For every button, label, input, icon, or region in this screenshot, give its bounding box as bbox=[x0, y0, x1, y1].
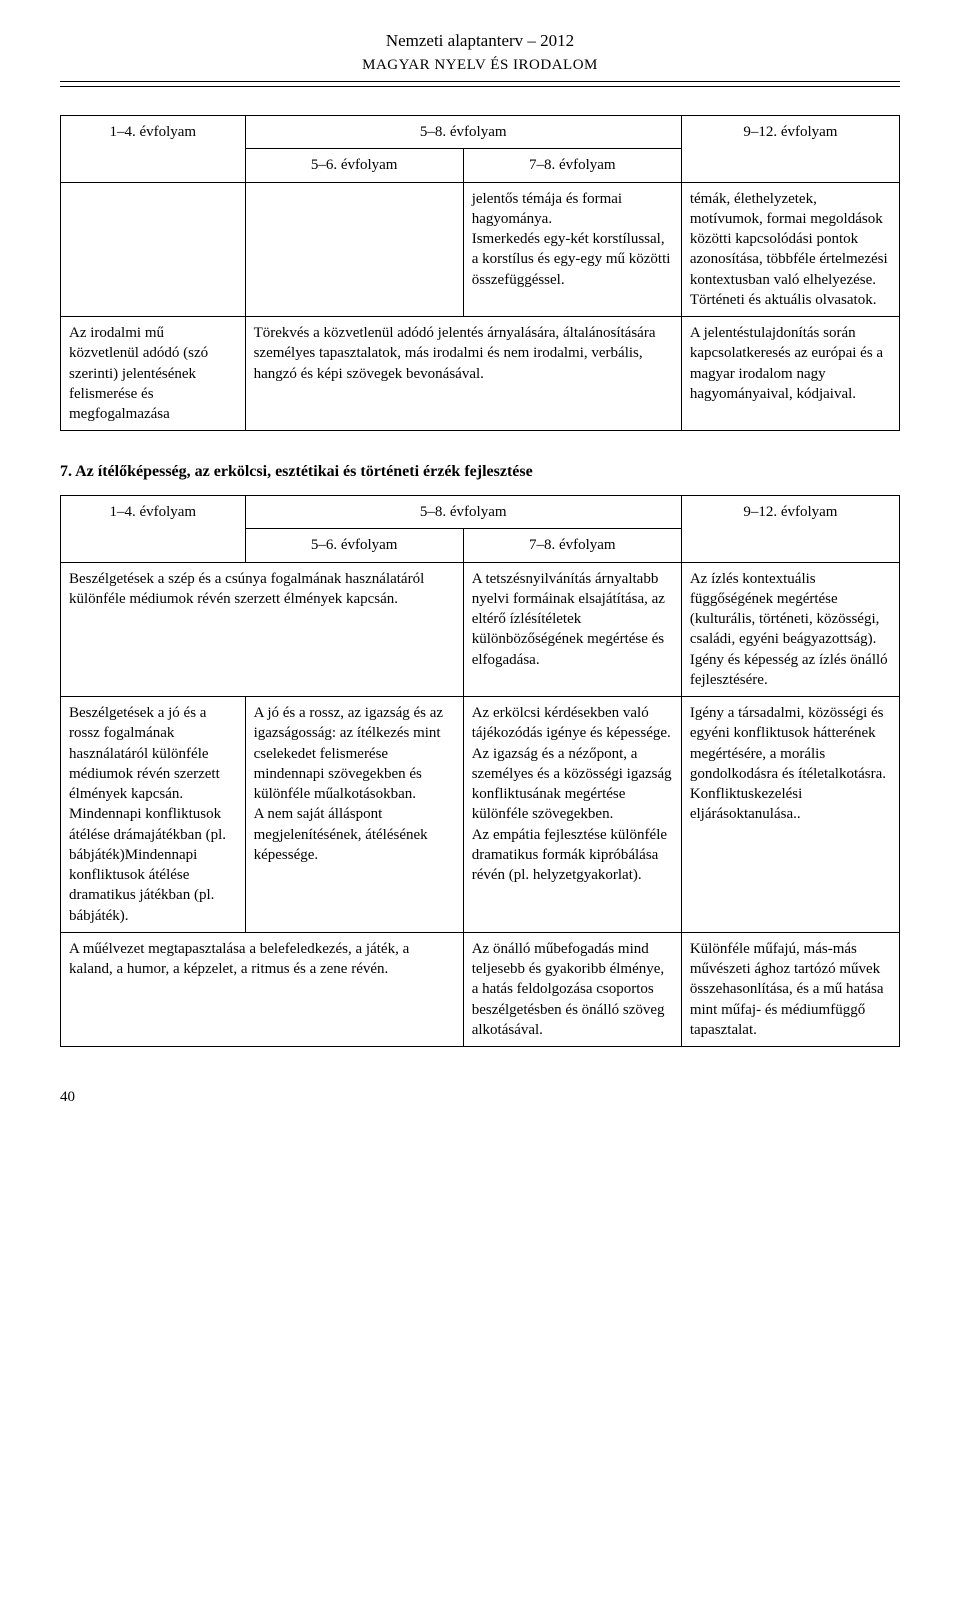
header-rule-2 bbox=[60, 86, 900, 87]
table-row: A műélvezet megtapasztalása a belefeledk… bbox=[61, 932, 900, 1046]
section-7-title: 7. Az ítélőképesség, az erkölcsi, esztét… bbox=[60, 461, 900, 483]
cell: Törekvés a közvetlenül adódó jelentés ár… bbox=[245, 317, 681, 431]
col-header-5-6: 5–6. évfolyam bbox=[245, 149, 463, 182]
page-header: Nemzeti alaptanterv – 2012 MAGYAR NYELV … bbox=[60, 30, 900, 75]
table-1: 1–4. évfolyam 5–8. évfolyam 9–12. évfoly… bbox=[60, 115, 900, 431]
cell: témák, élethelyzetek, motívumok, formai … bbox=[681, 182, 899, 317]
table-row: Az irodalmi mű közvetlenül adódó (szó sz… bbox=[61, 317, 900, 431]
col-header-7-8: 7–8. évfolyam bbox=[463, 149, 681, 182]
cell: A jelentéstulajdonítás során kapcsolatke… bbox=[681, 317, 899, 431]
cell: A műélvezet megtapasztalása a belefeledk… bbox=[61, 932, 464, 1046]
cell: Igény a társadalmi, közösségi és egyéni … bbox=[681, 697, 899, 933]
cell: Az erkölcsi kérdésekben való tájékozódás… bbox=[463, 697, 681, 933]
table-row: 1–4. évfolyam 5–8. évfolyam 9–12. évfoly… bbox=[61, 496, 900, 529]
col-header-9-12: 9–12. évfolyam bbox=[681, 116, 899, 183]
table-row: jelentős témája és formai hagyománya. Is… bbox=[61, 182, 900, 317]
cell: Különféle műfajú, más-más művészeti ágho… bbox=[681, 932, 899, 1046]
cell: jelentős témája és formai hagyománya. Is… bbox=[463, 182, 681, 317]
col-header-9-12: 9–12. évfolyam bbox=[681, 496, 899, 563]
table-row: 1–4. évfolyam 5–8. évfolyam 9–12. évfoly… bbox=[61, 116, 900, 149]
col-header-1-4: 1–4. évfolyam bbox=[61, 116, 246, 183]
cell bbox=[245, 182, 463, 317]
col-header-5-8: 5–8. évfolyam bbox=[245, 496, 681, 529]
cell: Az ízlés kontextuális függőségének megér… bbox=[681, 562, 899, 697]
cell: Beszélgetések a jó és a rossz fogalmának… bbox=[61, 697, 246, 933]
col-header-5-8: 5–8. évfolyam bbox=[245, 116, 681, 149]
page-number: 40 bbox=[60, 1087, 900, 1107]
col-header-5-6: 5–6. évfolyam bbox=[245, 529, 463, 562]
table-2: 1–4. évfolyam 5–8. évfolyam 9–12. évfoly… bbox=[60, 495, 900, 1047]
table-row: Beszélgetések a szép és a csúnya fogalmá… bbox=[61, 562, 900, 697]
cell: Az irodalmi mű közvetlenül adódó (szó sz… bbox=[61, 317, 246, 431]
header-subtitle: MAGYAR NYELV ÉS IRODALOM bbox=[60, 55, 900, 75]
cell: Beszélgetések a szép és a csúnya fogalmá… bbox=[61, 562, 464, 697]
cell: A jó és a rossz, az igazság és az igazsá… bbox=[245, 697, 463, 933]
header-rule-1 bbox=[60, 81, 900, 82]
cell bbox=[61, 182, 246, 317]
col-header-7-8: 7–8. évfolyam bbox=[463, 529, 681, 562]
cell: Az önálló műbefogadás mind teljesebb és … bbox=[463, 932, 681, 1046]
table-row: Beszélgetések a jó és a rossz fogalmának… bbox=[61, 697, 900, 933]
header-title: Nemzeti alaptanterv – 2012 bbox=[60, 30, 900, 53]
cell: A tetszésnyilvánítás árnyaltabb nyelvi f… bbox=[463, 562, 681, 697]
col-header-1-4: 1–4. évfolyam bbox=[61, 496, 246, 563]
